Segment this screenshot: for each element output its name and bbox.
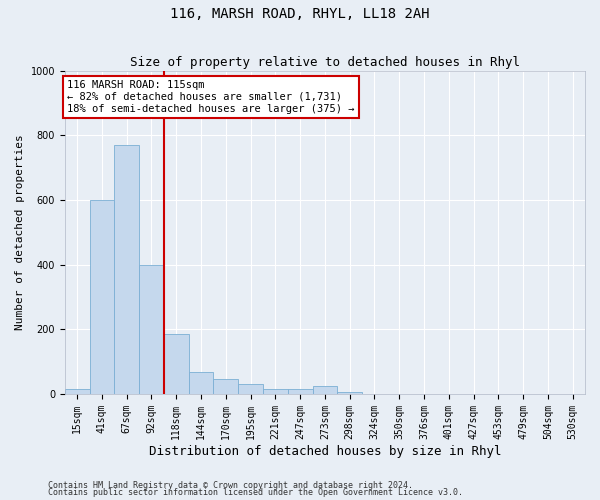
Bar [188,372,214,394]
Bar [288,389,313,394]
Text: Contains public sector information licensed under the Open Government Licence v3: Contains public sector information licen… [48,488,463,497]
Bar [65,389,89,394]
Bar [238,384,263,394]
Bar [263,389,288,394]
Bar [115,145,139,394]
Text: 116 MARSH ROAD: 115sqm
← 82% of detached houses are smaller (1,731)
18% of semi-: 116 MARSH ROAD: 115sqm ← 82% of detached… [67,80,355,114]
Y-axis label: Number of detached properties: Number of detached properties [15,134,25,330]
Bar [89,200,115,394]
Bar [313,386,337,394]
Bar [139,264,164,394]
Bar [214,380,238,394]
Bar [337,392,362,394]
Title: Size of property relative to detached houses in Rhyl: Size of property relative to detached ho… [130,56,520,70]
Bar [164,334,188,394]
Text: 116, MARSH ROAD, RHYL, LL18 2AH: 116, MARSH ROAD, RHYL, LL18 2AH [170,8,430,22]
X-axis label: Distribution of detached houses by size in Rhyl: Distribution of detached houses by size … [149,444,501,458]
Text: Contains HM Land Registry data © Crown copyright and database right 2024.: Contains HM Land Registry data © Crown c… [48,480,413,490]
